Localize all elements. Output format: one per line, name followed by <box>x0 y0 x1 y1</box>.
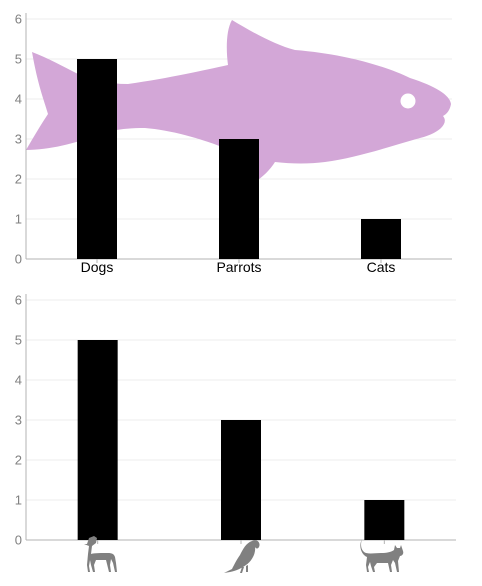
y-tick-label: 3 <box>15 132 22 147</box>
bar-0 <box>77 340 118 540</box>
y-tick-label: 1 <box>15 212 22 227</box>
bar-1 <box>221 420 261 540</box>
y-tick-label: 4 <box>15 92 22 107</box>
top-bar-chart: 0 1 2 3 4 5 6 Dogs Parrots Cats <box>15 12 452 275</box>
y-tick-label: 5 <box>15 52 22 67</box>
bar-1 <box>219 139 259 259</box>
y-tick-label: 5 <box>15 333 22 348</box>
y-tick-label: 4 <box>15 373 22 388</box>
y-tick-label: 2 <box>15 453 22 468</box>
y-tick-label: 3 <box>15 413 22 428</box>
bar-2 <box>361 219 401 259</box>
y-tick-label: 2 <box>15 172 22 187</box>
x-tick-label: Cats <box>367 259 396 275</box>
fish-silhouette <box>26 20 451 183</box>
bar-0 <box>77 59 117 259</box>
bottom-bar-chart: 0 1 2 3 4 5 6 <box>15 293 456 573</box>
cat-icon <box>360 539 404 572</box>
y-tick-label: 6 <box>15 293 22 308</box>
fish-eye <box>400 93 416 109</box>
y-tick-label: 1 <box>15 493 22 508</box>
x-tick-label: Parrots <box>216 259 261 275</box>
y-tick-label: 0 <box>15 252 22 267</box>
bottom-bars <box>77 340 405 540</box>
bottom-pictograms <box>84 536 404 573</box>
top-bars <box>77 59 401 259</box>
y-tick-label: 6 <box>15 12 22 27</box>
parrot-icon <box>224 540 260 573</box>
x-tick-label: Dogs <box>81 259 114 275</box>
bar-2 <box>364 500 405 540</box>
fish-background <box>26 20 451 183</box>
dog-icon <box>84 536 117 572</box>
y-tick-label: 0 <box>15 533 22 548</box>
top-labels: Dogs Parrots Cats <box>81 259 396 275</box>
